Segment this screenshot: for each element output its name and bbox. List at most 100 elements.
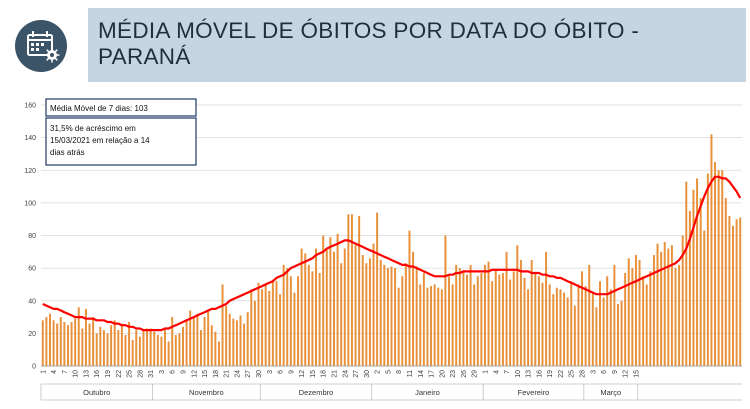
bar bbox=[361, 255, 364, 366]
bar bbox=[124, 335, 127, 366]
bar bbox=[649, 271, 652, 366]
bar bbox=[624, 273, 627, 366]
bar bbox=[138, 336, 141, 366]
x-tick-label: 13 bbox=[526, 370, 533, 378]
bar bbox=[714, 162, 717, 366]
bar bbox=[376, 212, 379, 366]
x-tick-label: 18 bbox=[213, 370, 220, 378]
bar bbox=[307, 264, 310, 366]
bar bbox=[627, 258, 630, 366]
bar bbox=[455, 264, 458, 366]
bar bbox=[566, 297, 569, 366]
bar bbox=[246, 312, 249, 366]
bar bbox=[81, 328, 84, 366]
bar bbox=[663, 242, 666, 366]
x-tick-label: 12 bbox=[623, 370, 630, 378]
x-tick-label: 9 bbox=[288, 370, 295, 374]
bar bbox=[156, 335, 159, 366]
x-tick-label: 4 bbox=[51, 370, 58, 374]
x-tick-label: 9 bbox=[180, 370, 187, 374]
bar bbox=[196, 313, 199, 366]
bar bbox=[52, 320, 55, 366]
bar bbox=[99, 326, 102, 366]
bar bbox=[128, 321, 131, 366]
x-tick-label: 2 bbox=[375, 370, 382, 374]
month-label: Outubro bbox=[83, 388, 110, 397]
bar bbox=[458, 268, 461, 366]
bar bbox=[595, 307, 598, 366]
bar bbox=[66, 325, 69, 366]
bar bbox=[678, 264, 681, 366]
bar bbox=[178, 333, 181, 366]
bar bbox=[642, 276, 645, 366]
bar bbox=[113, 320, 116, 366]
bar bbox=[70, 321, 73, 366]
bar bbox=[192, 317, 195, 366]
bar bbox=[253, 300, 256, 366]
bar bbox=[271, 279, 274, 366]
x-tick-label: 27 bbox=[353, 370, 360, 378]
bar bbox=[721, 170, 724, 366]
bar bbox=[300, 248, 303, 366]
bar bbox=[203, 317, 206, 366]
bar bbox=[397, 287, 400, 366]
x-tick-label: 11 bbox=[407, 370, 414, 377]
moving-average-line bbox=[42, 175, 742, 332]
bar bbox=[473, 284, 476, 366]
bar bbox=[419, 284, 422, 366]
bar bbox=[634, 255, 637, 366]
bar bbox=[325, 250, 328, 366]
bar bbox=[153, 331, 156, 366]
bar bbox=[656, 243, 659, 366]
bar bbox=[185, 320, 188, 366]
x-tick-label: 19 bbox=[105, 370, 112, 378]
bar bbox=[110, 325, 113, 366]
bar bbox=[717, 170, 720, 366]
bar bbox=[286, 268, 289, 366]
bar bbox=[117, 330, 120, 366]
bar bbox=[501, 273, 504, 366]
x-tick-label: 30 bbox=[256, 370, 263, 378]
bar bbox=[581, 271, 584, 366]
bar bbox=[577, 284, 580, 366]
bar bbox=[466, 274, 468, 366]
bar bbox=[534, 273, 537, 366]
bar bbox=[699, 197, 702, 366]
y-tick-label: 20 bbox=[28, 331, 36, 338]
month-label: Janeiro bbox=[415, 388, 440, 397]
bar bbox=[448, 276, 451, 366]
x-tick-label: 4 bbox=[493, 370, 500, 374]
bar bbox=[343, 248, 346, 366]
x-tick-label: 24 bbox=[342, 370, 349, 378]
bar bbox=[74, 318, 77, 366]
month-label: Março bbox=[600, 388, 621, 397]
x-tick-label: 14 bbox=[418, 370, 425, 378]
x-tick-label: 26 bbox=[461, 370, 468, 378]
bar bbox=[573, 305, 576, 366]
bar bbox=[243, 323, 246, 366]
bar bbox=[358, 215, 361, 366]
y-tick-label: 140 bbox=[24, 135, 36, 142]
bar bbox=[171, 317, 174, 366]
bar bbox=[142, 330, 145, 366]
x-tick-label: 21 bbox=[224, 370, 231, 378]
bar bbox=[146, 328, 149, 366]
bar bbox=[491, 281, 494, 366]
bar bbox=[609, 289, 612, 366]
bar bbox=[469, 264, 472, 366]
bar bbox=[120, 323, 123, 366]
x-tick-label: 6 bbox=[278, 370, 285, 374]
bar bbox=[275, 281, 278, 366]
bar bbox=[638, 259, 641, 366]
bar bbox=[45, 317, 48, 366]
bar bbox=[430, 286, 433, 366]
bar bbox=[214, 331, 217, 366]
bar bbox=[372, 243, 375, 366]
bar bbox=[354, 245, 357, 366]
x-tick-label: 25 bbox=[127, 370, 134, 378]
bar bbox=[293, 292, 296, 366]
bar bbox=[131, 339, 134, 366]
bar bbox=[696, 178, 699, 366]
bar bbox=[350, 214, 353, 366]
